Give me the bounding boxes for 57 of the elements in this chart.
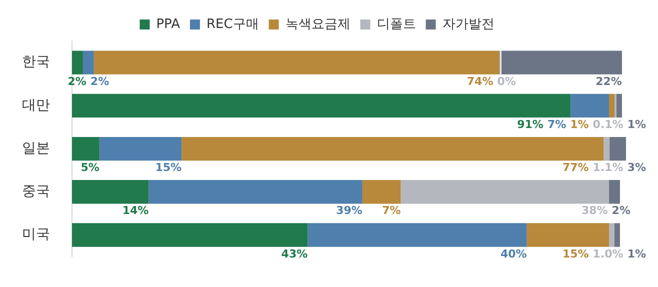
legend-label: PPA bbox=[156, 16, 180, 32]
bar bbox=[148, 180, 362, 204]
bar bbox=[616, 94, 622, 118]
data-label: 39% bbox=[336, 204, 362, 218]
data-label: 7% bbox=[547, 118, 566, 131]
bar bbox=[604, 136, 610, 161]
data-label: 22% bbox=[596, 74, 622, 88]
data-label: 38% bbox=[581, 204, 608, 218]
bar bbox=[400, 180, 610, 204]
y-tick-label: 일본 bbox=[22, 140, 50, 156]
y-tick-label: 중국 bbox=[22, 184, 50, 200]
y-tick-label: 미국 bbox=[22, 226, 50, 243]
data-label: 40% bbox=[500, 247, 527, 260]
data-label: 14% bbox=[122, 204, 149, 218]
bar bbox=[609, 94, 614, 118]
bar bbox=[94, 50, 500, 74]
data-label: 2% bbox=[68, 74, 86, 88]
bar bbox=[72, 50, 83, 74]
bar bbox=[570, 94, 610, 118]
legend-label: REC구매 bbox=[206, 16, 259, 32]
bar bbox=[72, 180, 149, 204]
data-label: 91% bbox=[517, 118, 544, 131]
bar bbox=[99, 136, 182, 161]
y-tick-label: 한국 bbox=[22, 54, 50, 70]
bar bbox=[609, 180, 620, 204]
data-label: 15% bbox=[562, 247, 589, 260]
legend-label: 디폴트 bbox=[376, 16, 416, 32]
bar bbox=[182, 136, 604, 161]
bar bbox=[82, 50, 94, 74]
data-label: 2% bbox=[612, 204, 630, 218]
data-label: 1% bbox=[627, 247, 646, 260]
data-label: 5% bbox=[80, 161, 100, 174]
data-label: 2% bbox=[90, 74, 110, 88]
bar bbox=[72, 136, 100, 161]
legend-label: 자가발전 bbox=[442, 16, 494, 32]
bar bbox=[362, 180, 401, 204]
data-label: 3% bbox=[627, 161, 646, 174]
data-label: 7% bbox=[382, 204, 401, 218]
data-label: 0% bbox=[497, 74, 516, 88]
data-label: 1% bbox=[627, 118, 646, 131]
legend-label: 녹색요금제 bbox=[285, 16, 350, 32]
data-label: 1.0% bbox=[592, 247, 624, 260]
data-label: 1.1% bbox=[592, 161, 624, 174]
bar bbox=[610, 136, 626, 161]
data-label: 1% bbox=[570, 118, 589, 131]
data-label: 15% bbox=[155, 161, 182, 174]
bar bbox=[526, 223, 610, 247]
data-label: 43% bbox=[281, 247, 308, 260]
data-label: 74% bbox=[466, 74, 494, 88]
bar bbox=[72, 94, 571, 118]
data-label: 77% bbox=[562, 161, 589, 174]
bar bbox=[614, 223, 620, 247]
y-tick-label: 대만 bbox=[22, 97, 50, 114]
data-label: 0.1% bbox=[592, 118, 624, 131]
bar bbox=[609, 223, 614, 247]
bar bbox=[72, 223, 308, 247]
bar bbox=[308, 223, 527, 247]
